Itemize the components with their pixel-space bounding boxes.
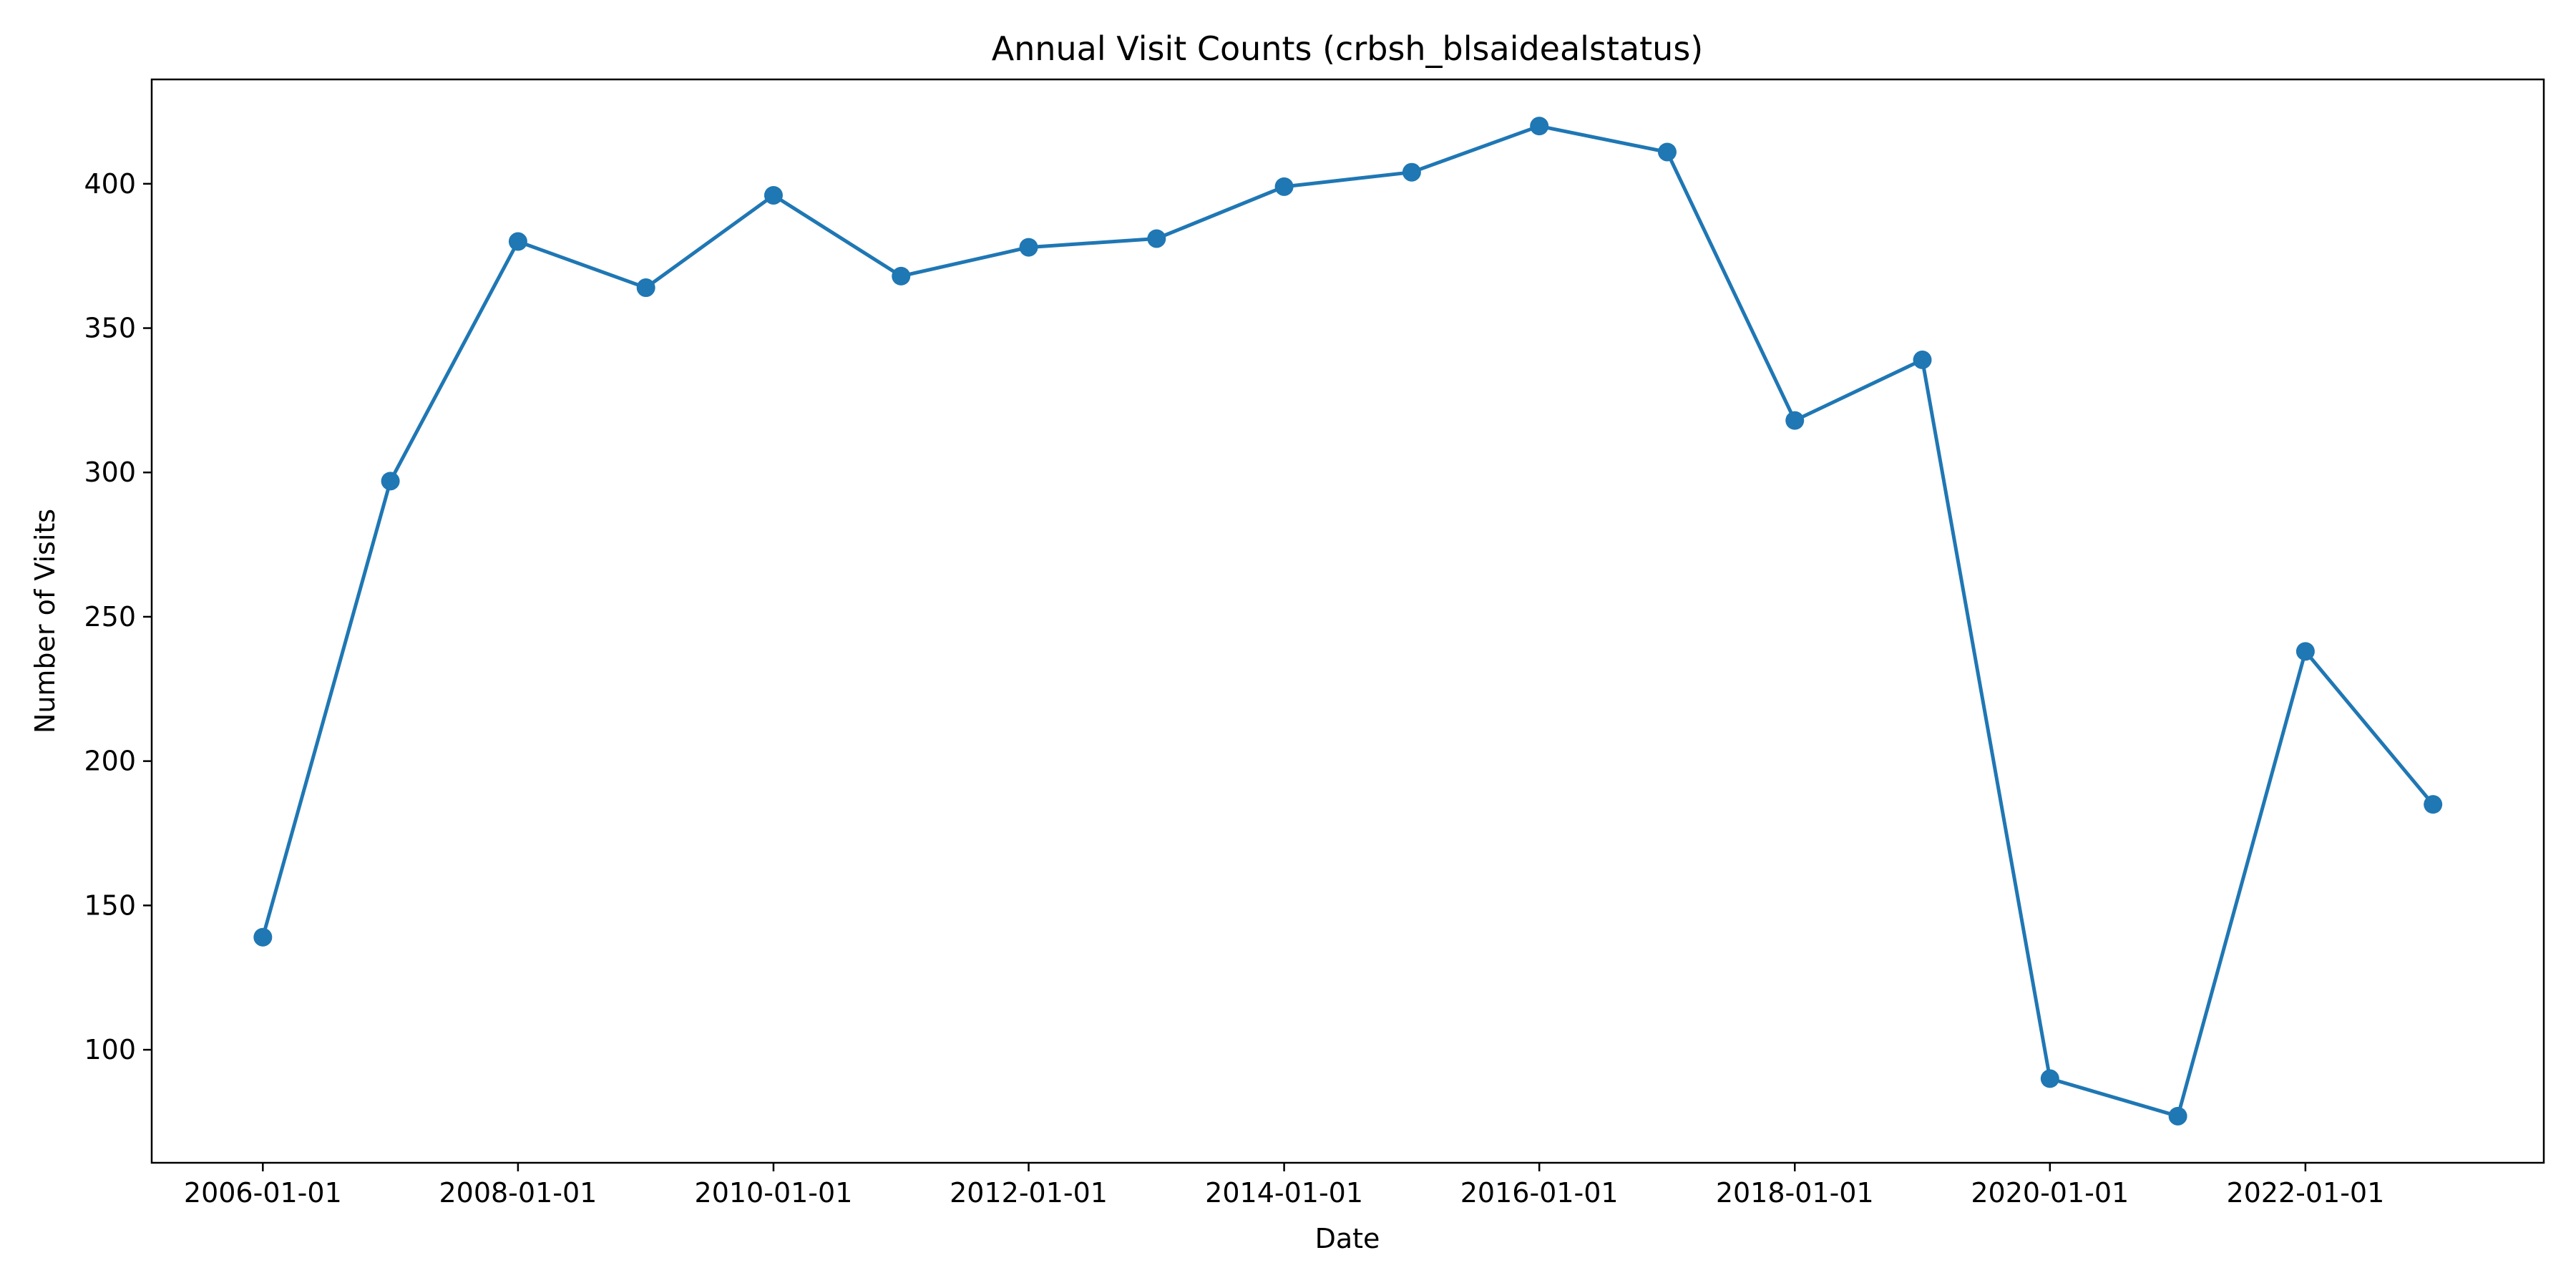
y-axis-label: Number of Visits [29,509,61,733]
y-tick-label: 300 [84,457,136,488]
y-tick-label: 150 [84,889,136,921]
y-tick-label: 350 [84,313,136,344]
data-point [1402,162,1421,182]
data-point [892,266,911,286]
chart-title: Annual Visit Counts (crbsh_blsaidealstat… [992,29,1704,68]
data-point [2296,642,2315,661]
x-tick-label: 2012-01-01 [950,1177,1108,1209]
x-axis: 2006-01-01 2008-01-01 2010-01-01 2012-01-01… [184,1163,2384,1209]
x-tick-label: 2018-01-01 [1716,1177,1874,1209]
data-point [1913,350,1932,369]
data-point [1657,142,1677,162]
y-tick-label: 200 [84,746,136,777]
data-point [1147,229,1166,248]
data-point [1019,238,1038,257]
data-point [1274,177,1294,196]
series-line [260,124,2435,1118]
x-tick-label: 2020-01-01 [1971,1177,2129,1209]
x-axis-label: Date [1315,1223,1380,1254]
series-layer [253,117,2443,1126]
x-tick-label: 2006-01-01 [184,1177,342,1209]
x-tick-label: 2008-01-01 [439,1177,597,1209]
data-point [2040,1069,2059,1088]
x-tick-label: 2016-01-01 [1460,1177,1619,1209]
data-point [2168,1106,2187,1126]
x-tick-label: 2014-01-01 [1205,1177,1363,1209]
y-tick-label: 400 [84,168,136,200]
plot-frame [150,78,2545,1164]
data-point [763,185,783,205]
y-axis: 100 150 200 250 300 350 400 [84,168,152,1065]
data-point [253,927,273,947]
data-point [636,278,655,298]
y-tick-label: 250 [84,601,136,633]
data-point [508,232,527,251]
data-point [2424,795,2443,814]
data-point [1530,117,1549,136]
y-tick-label: 100 [84,1034,136,1065]
data-point [1785,411,1805,430]
x-tick-label: 2022-01-01 [2226,1177,2384,1209]
x-tick-label: 2010-01-01 [695,1177,853,1209]
data-point [381,472,400,491]
